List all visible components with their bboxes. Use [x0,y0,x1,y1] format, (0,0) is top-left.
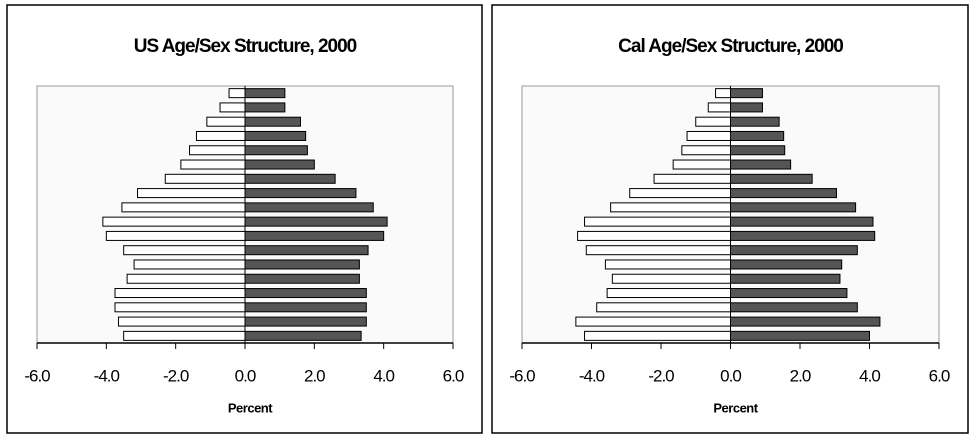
x-tick-label: 6.0 [929,366,950,385]
bar [606,288,732,299]
x-tick-label: -4.0 [579,366,605,385]
bar [730,245,858,256]
bar [121,202,246,213]
bar [730,302,858,313]
bar [244,173,336,184]
x-tick-label: 6.0 [443,366,464,385]
bar [117,316,246,327]
bar [730,173,813,184]
x-axis-label: Percent [228,400,273,415]
bar [604,259,732,270]
bar [629,188,731,199]
bar [730,145,786,156]
x-axis-label: Percent [713,400,758,415]
bar [244,102,286,113]
bar [195,130,246,141]
bar [189,145,246,156]
bar [686,130,731,141]
x-tick-label: 0.0 [235,366,256,385]
bar [123,330,246,341]
bar [123,245,246,256]
bar [730,230,876,241]
x-tick-label: -2.0 [163,366,189,385]
bar [730,159,792,170]
bar [206,116,246,127]
bar [596,302,732,313]
bar [730,216,874,227]
bar [715,88,731,99]
bar [730,330,870,341]
x-tick-label: 2.0 [790,366,811,385]
bar [730,130,785,141]
x-tick-label: 2.0 [304,366,325,385]
bar [730,116,780,127]
bar [102,216,246,227]
bar [244,202,374,213]
bar [114,302,246,313]
bar [219,102,246,113]
chart-panel: Cal Age/Sex Structure, 2000 -6.0 -4.0 -2.0 0… [491,4,969,434]
bar [672,159,731,170]
bar [244,116,301,127]
bar [244,259,360,270]
x-tick-label: -4.0 [94,366,120,385]
bar [575,316,731,327]
bar [730,288,848,299]
bar [244,288,367,299]
bar [244,330,362,341]
bar [244,216,388,227]
bar [584,330,731,341]
bar [244,145,308,156]
bar [164,173,246,184]
x-tick-label: 0.0 [720,366,741,385]
bar [653,173,731,184]
bar [244,130,307,141]
bar [730,316,881,327]
bar [695,116,731,127]
chart-title: Cal Age/Sex Structure, 2000 [618,36,843,57]
bar [730,202,857,213]
x-tick-label: 4.0 [859,366,880,385]
bar [707,102,732,113]
chart-panel: US Age/Sex Structure, 2000 -6.0 -4.0 -2.0 0.… [6,4,483,434]
bar [585,245,731,256]
bar [244,230,385,241]
bar [244,302,367,313]
bar [114,288,246,299]
bar [244,273,360,284]
bar [180,159,246,170]
bar [577,230,731,241]
x-tick-label: -6.0 [24,366,50,385]
x-tick-label: -6.0 [509,366,535,385]
bar [133,259,246,270]
bar [730,259,843,270]
bar [228,88,246,99]
x-tick-label: 4.0 [373,366,394,385]
bar [244,88,286,99]
chart-title: US Age/Sex Structure, 2000 [134,36,357,57]
bar [244,245,369,256]
bar [244,188,357,199]
bar [610,202,731,213]
bar [730,273,841,284]
bar [244,316,367,327]
x-tick-label: -2.0 [648,366,674,385]
bar [244,159,315,170]
bar [611,273,731,284]
bar [137,188,246,199]
bar [105,230,246,241]
bar [681,145,731,156]
bar [730,102,763,113]
bar [730,188,837,199]
bar [126,273,246,284]
bar [730,88,763,99]
bar [584,216,731,227]
